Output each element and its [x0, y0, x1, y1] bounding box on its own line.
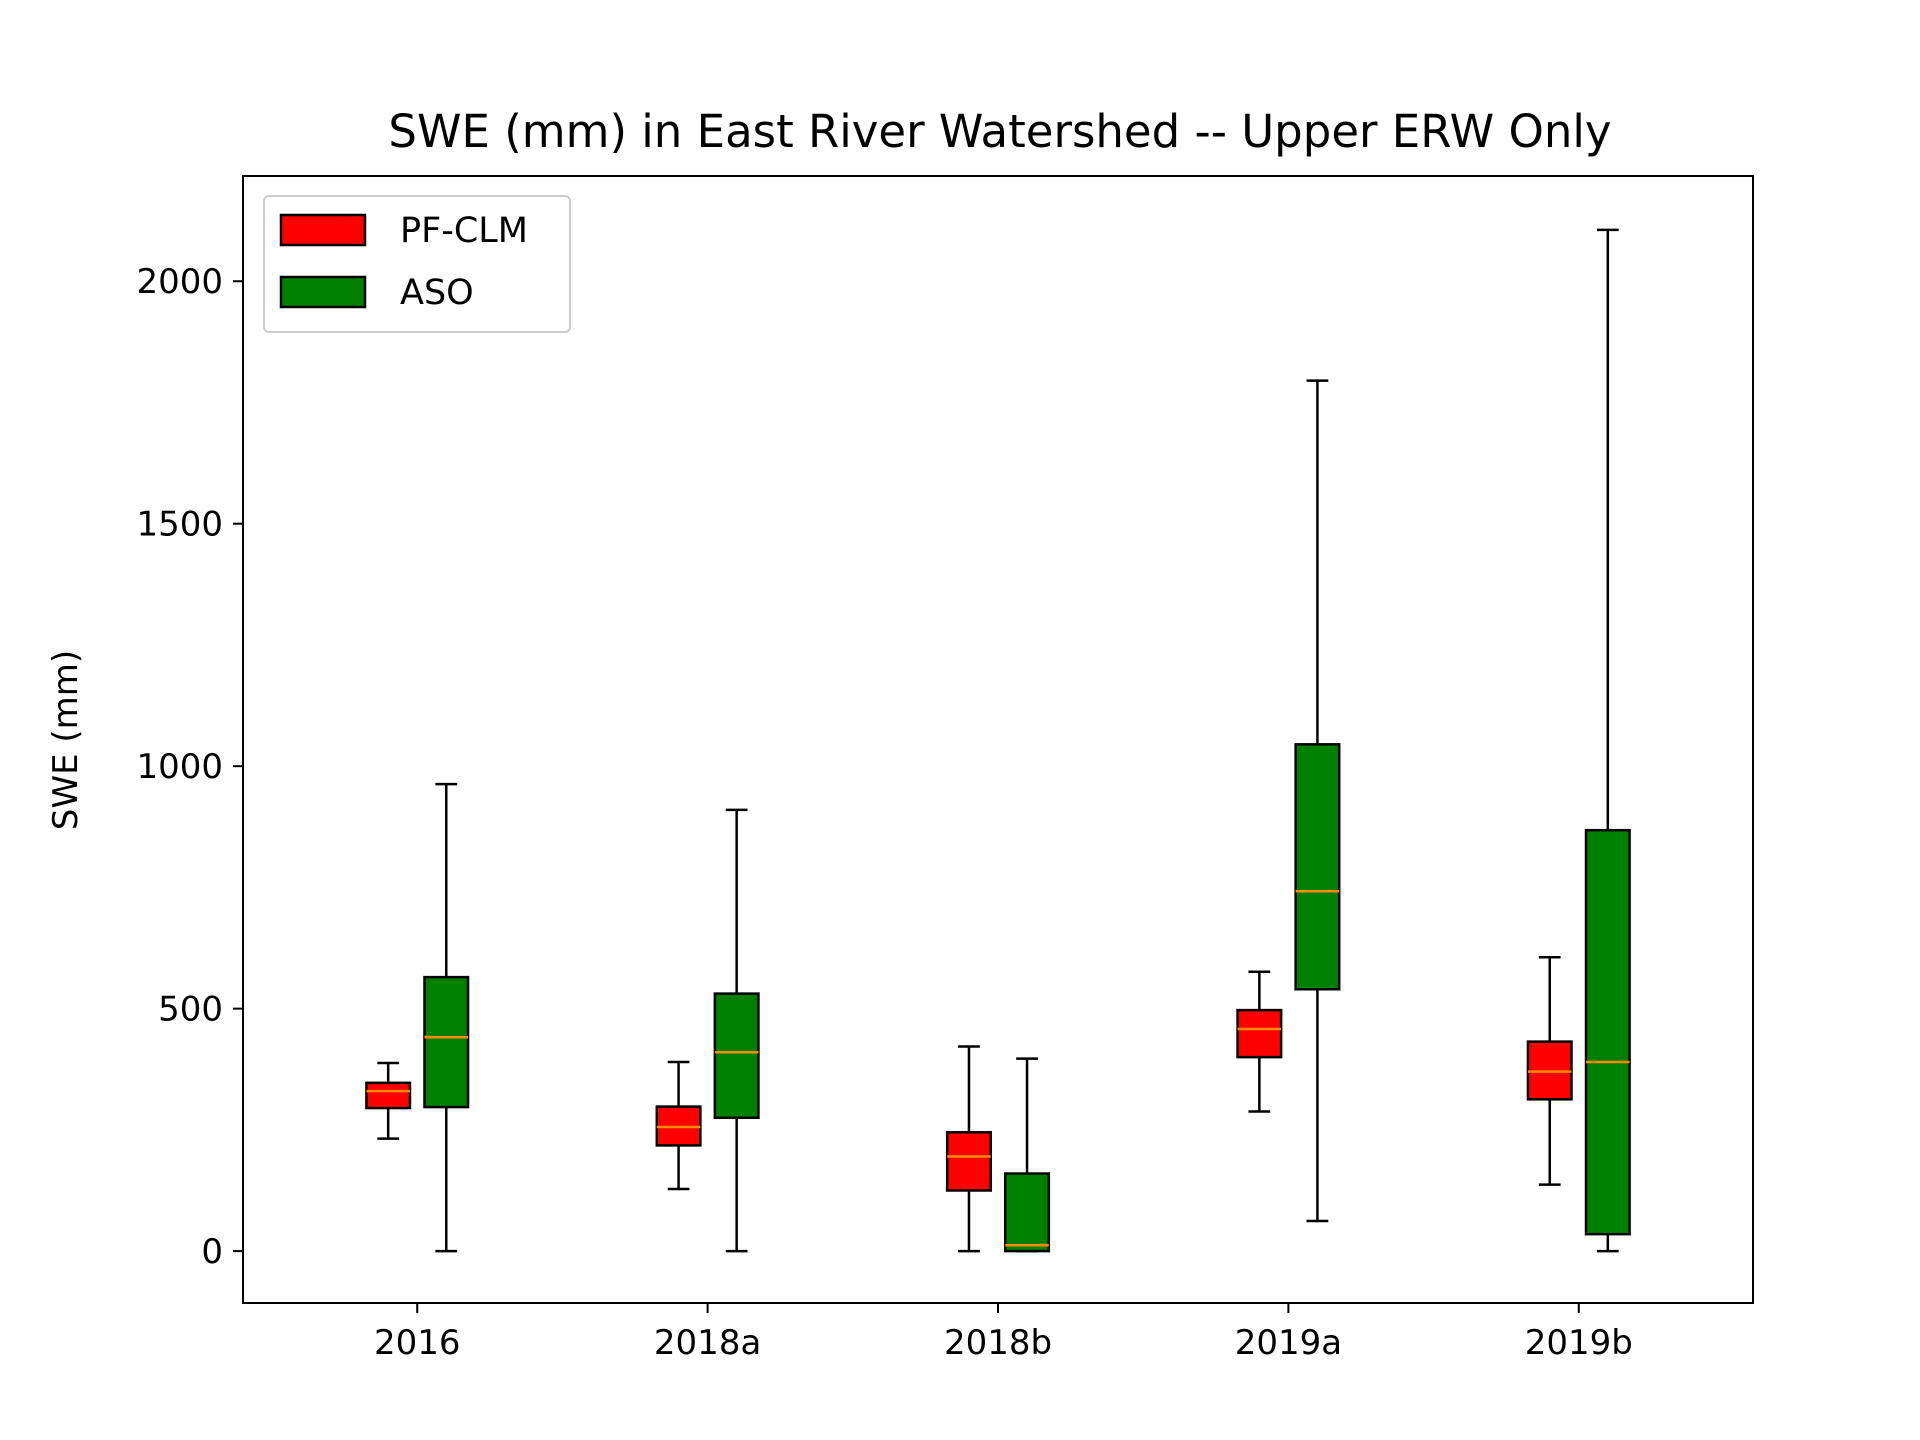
legend-label: ASO: [400, 273, 474, 313]
chart-title: SWE (mm) in East River Watershed -- Uppe…: [388, 105, 1611, 158]
x-tick-label: 2018a: [654, 1323, 761, 1363]
x-tick-label: 2019b: [1525, 1323, 1633, 1363]
y-axis-label: SWE (mm): [46, 650, 86, 830]
box: [713, 992, 760, 1120]
y-tick-label: 500: [158, 990, 223, 1030]
y-tick-label: 1500: [136, 505, 223, 545]
box: [423, 975, 470, 1109]
box: [945, 1131, 992, 1192]
plot-marks: [365, 228, 1631, 1253]
box: [1236, 1008, 1283, 1059]
series-aso: [423, 228, 1631, 1253]
box: [1004, 1172, 1051, 1253]
y-tick-label: 0: [201, 1232, 223, 1272]
legend-swatch: [279, 275, 367, 309]
legend-label: PF-CLM: [400, 211, 528, 251]
box: [1584, 828, 1631, 1236]
y-tick-label: 1000: [136, 747, 223, 787]
box: [365, 1081, 412, 1110]
x-tick-label: 2019a: [1235, 1323, 1342, 1363]
box: [1294, 743, 1341, 991]
x-axis: 2016 2018a 2018b 2019a 2019b: [374, 1303, 1633, 1363]
y-axis: 0 500 1000 1500 2000: [136, 262, 243, 1272]
x-tick-label: 2018b: [944, 1323, 1052, 1363]
series-pf-clm: [365, 955, 1573, 1253]
y-tick-label: 2000: [136, 262, 223, 302]
legend: PF-CLM ASO: [263, 195, 571, 333]
legend-swatch: [279, 213, 367, 247]
x-tick-label: 2016: [374, 1323, 461, 1363]
